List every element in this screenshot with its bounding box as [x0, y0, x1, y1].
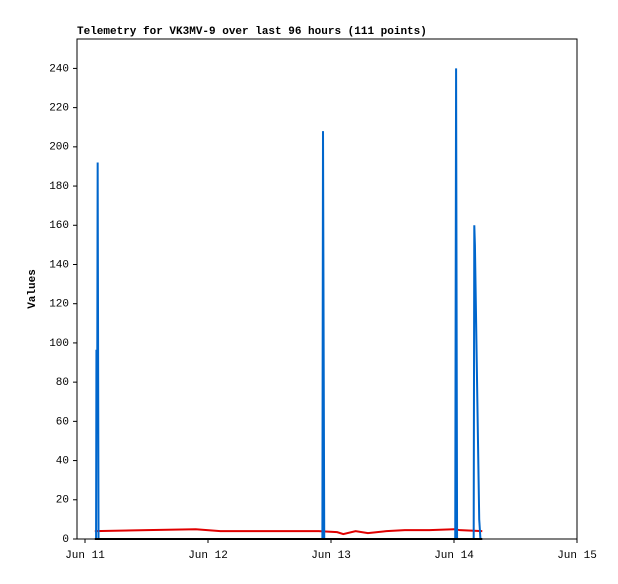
x-tick-label: Jun 15 — [557, 550, 597, 562]
x-tick-label: Jun 12 — [188, 550, 228, 562]
y-tick-label: 20 — [56, 495, 69, 507]
y-tick-label: 100 — [49, 338, 69, 350]
x-tick-label: Jun 14 — [434, 550, 474, 562]
y-tick-label: 40 — [56, 455, 69, 467]
x-tick-label: Jun 13 — [311, 550, 351, 562]
y-tick-label: 180 — [49, 181, 69, 193]
data-line — [94, 528, 483, 536]
y-tick-label: 200 — [49, 142, 69, 154]
y-tick-label: 0 — [62, 534, 69, 546]
x-tick-label: Jun 11 — [65, 550, 105, 562]
y-tick-label: 60 — [56, 416, 69, 428]
y-tick-label: 80 — [56, 377, 69, 389]
y-axis-label: Values — [27, 269, 39, 309]
y-tick-label: 240 — [49, 63, 69, 75]
y-tick-label: 220 — [49, 103, 69, 115]
y-tick-label: 160 — [49, 220, 69, 232]
chart-title: Telemetry for VK3MV-9 over last 96 hours… — [77, 26, 427, 38]
y-tick-label: 120 — [49, 299, 69, 311]
y-tick-label: 140 — [49, 259, 69, 271]
plot-border — [76, 38, 578, 540]
